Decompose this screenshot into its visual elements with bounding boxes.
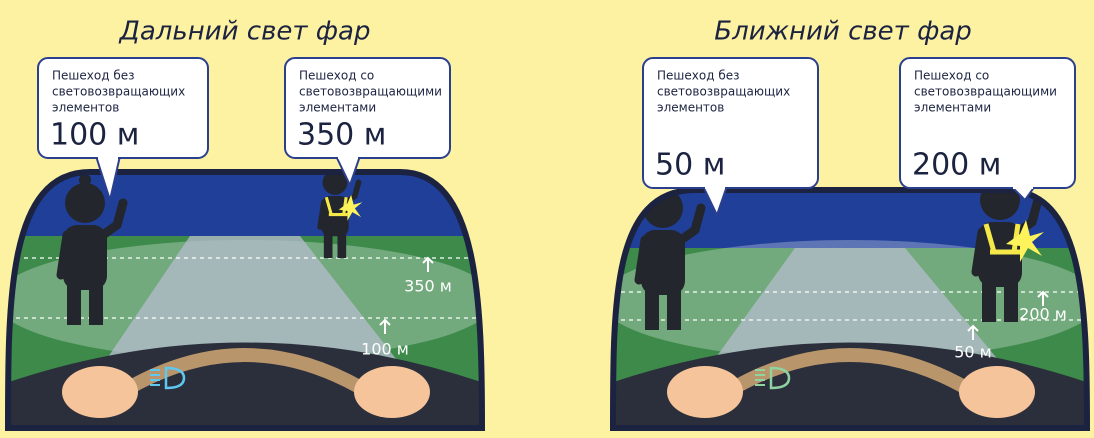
callout-text: световозвращающих xyxy=(52,85,185,99)
marker-label: 100 м xyxy=(361,340,409,359)
head xyxy=(65,183,105,223)
leg xyxy=(324,230,333,258)
hand xyxy=(354,366,430,418)
marker-label: 50 м xyxy=(954,343,992,362)
leg xyxy=(337,230,346,258)
leg xyxy=(1004,277,1018,322)
marker-label: 350 м xyxy=(404,277,452,296)
callout-distance: 350 м xyxy=(297,118,386,153)
callout-tail-cover xyxy=(705,185,725,189)
arm xyxy=(976,232,982,272)
leg xyxy=(982,277,996,322)
panel-title: Дальний свет фар xyxy=(119,17,371,47)
callout-tail-cover xyxy=(98,155,118,159)
callout-text: элементами xyxy=(299,101,376,115)
leg xyxy=(645,285,659,330)
callout-text: Пешеход без xyxy=(657,69,740,83)
callout-text: элементами xyxy=(914,101,991,115)
callout-distance: 200 м xyxy=(912,148,1001,183)
callout-distance: 100 м xyxy=(50,118,139,153)
hand xyxy=(667,366,743,418)
arm xyxy=(639,240,645,280)
marker-label: 200 м xyxy=(1019,305,1067,324)
callout-tail-cover xyxy=(338,155,358,159)
callout-text: световозвращающими xyxy=(299,85,442,99)
hair-bun xyxy=(79,174,91,186)
callout-text: элементов xyxy=(657,101,724,115)
arm xyxy=(61,235,67,275)
infographic: Дальний свет фар 350 м 100 м Пешеход без све… xyxy=(0,0,1094,438)
leg xyxy=(67,280,81,325)
hand xyxy=(959,366,1035,418)
leg xyxy=(667,285,681,330)
panel-title: Ближний свет фар xyxy=(714,17,972,47)
callout-text: Пешеход со xyxy=(914,69,989,83)
callout-text: световозвращающими xyxy=(914,85,1057,99)
leg xyxy=(89,280,103,325)
callout-text: Пешеход без xyxy=(52,69,135,83)
arm xyxy=(320,202,324,227)
callout-tail-cover xyxy=(1013,185,1033,189)
callout-text: элементов xyxy=(52,101,119,115)
callout-text: световозвращающих xyxy=(657,85,790,99)
callout-text: Пешеход со xyxy=(299,69,374,83)
callout-distance: 50 м xyxy=(655,148,725,183)
hand xyxy=(62,366,138,418)
